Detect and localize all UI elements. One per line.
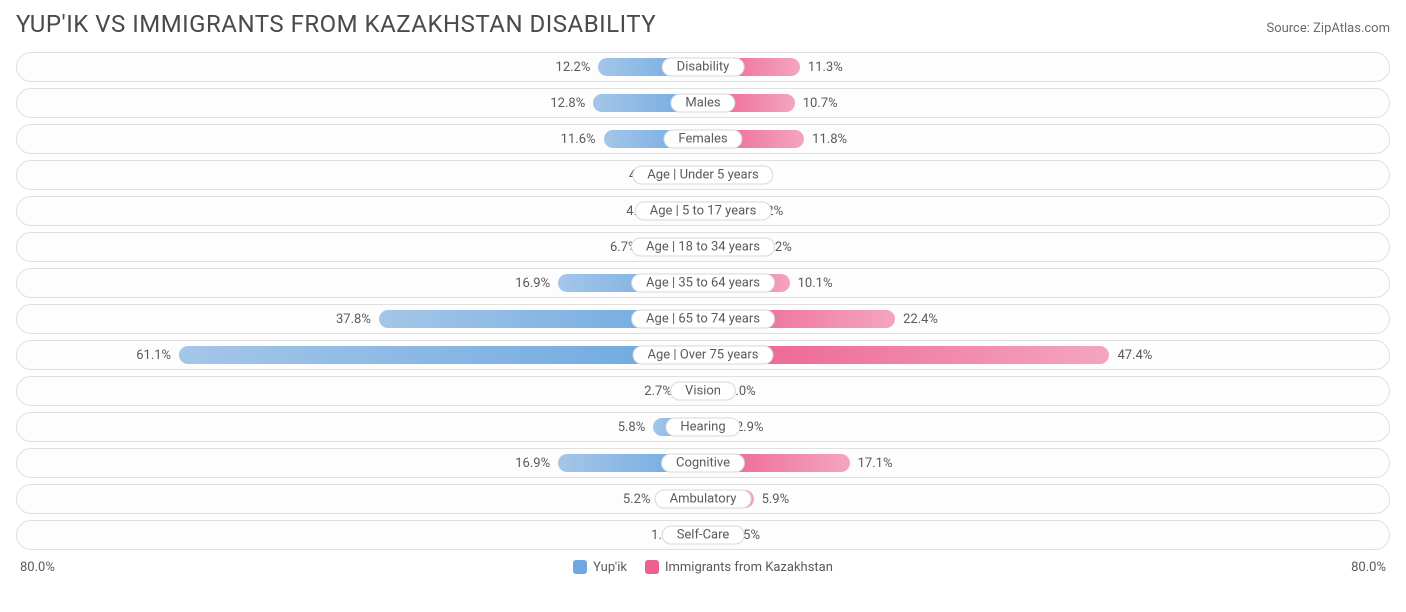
right-value-label: 47.4% (1109, 348, 1160, 363)
row-left-half: 6.7% (17, 233, 703, 261)
row-right-half: 2.5% (703, 521, 1389, 549)
category-label: Age | Under 5 years (632, 166, 773, 185)
row-right-half: 5.2% (703, 197, 1389, 225)
row-left-half: 1.9% (17, 521, 703, 549)
right-value-label: 17.1% (850, 456, 901, 471)
row-left-half: 16.9% (17, 449, 703, 477)
legend-swatch-right (645, 560, 659, 574)
right-value-label: 11.3% (800, 60, 851, 75)
left-value-label: 5.8% (610, 420, 654, 435)
left-value-label: 37.8% (328, 312, 379, 327)
chart-row: 16.9% 10.1% Age | 35 to 64 years (16, 268, 1390, 298)
left-value-label: 16.9% (507, 276, 558, 291)
chart-row: 6.7%6.2%Age | 18 to 34 years (16, 232, 1390, 262)
category-label: Ambulatory (655, 490, 752, 509)
chart-row: 61.1% 47.4% Age | Over 75 years (16, 340, 1390, 370)
left-value-label: 61.1% (128, 348, 179, 363)
row-right-half: 22.4% (703, 305, 1389, 333)
row-left-half: 4.8% (17, 197, 703, 225)
row-left-half: 5.8% (17, 413, 703, 441)
chart-container: YUP'IK VS IMMIGRANTS FROM KAZAKHSTAN DIS… (0, 0, 1406, 594)
axis-max-left: 80.0% (20, 560, 55, 575)
category-label: Males (670, 94, 735, 113)
row-right-half: 5.9% (703, 485, 1389, 513)
left-value-label: 5.2% (615, 492, 659, 507)
left-value-label: 12.2% (548, 60, 599, 75)
row-right-half: 1.1% (703, 161, 1389, 189)
legend-item-left: Yup'ik (573, 560, 627, 575)
left-value-label: 16.9% (507, 456, 558, 471)
right-value-label: 22.4% (895, 312, 946, 327)
chart-row: 16.9% 17.1% Cognitive (16, 448, 1390, 478)
row-left-half: 5.2% (17, 485, 703, 513)
row-left-half: 12.2% (17, 53, 703, 81)
row-left-half: 61.1% (17, 341, 703, 369)
category-label: Age | 65 to 74 years (631, 310, 775, 329)
chart-row: 1.9%2.5%Self-Care (16, 520, 1390, 550)
chart-row: 4.8%5.2%Age | 5 to 17 years (16, 196, 1390, 226)
legend-label-left: Yup'ik (593, 560, 627, 575)
chart-row: 12.8% 10.7% Males (16, 88, 1390, 118)
source-label: Source: ZipAtlas.com (1266, 21, 1390, 36)
category-label: Self-Care (662, 526, 745, 545)
row-left-half: 2.7% (17, 377, 703, 405)
category-label: Age | Over 75 years (633, 346, 774, 365)
chart-title: YUP'IK VS IMMIGRANTS FROM KAZAKHSTAN DIS… (16, 10, 656, 38)
left-bar (179, 346, 703, 364)
row-right-half: 47.4% (703, 341, 1389, 369)
chart-row: 11.6% 11.8% Females (16, 124, 1390, 154)
row-left-half: 37.8% (17, 305, 703, 333)
chart-row: 5.8% 2.9%Hearing (16, 412, 1390, 442)
category-label: Cognitive (661, 454, 745, 473)
chart-rows: 12.2% 11.3% Disability 12.8% 10.7% Males 11.6%… (16, 52, 1390, 550)
row-right-half: 6.2% (703, 233, 1389, 261)
category-label: Age | 18 to 34 years (631, 238, 775, 257)
row-left-half: 11.6% (17, 125, 703, 153)
row-left-half: 4.5% (17, 161, 703, 189)
row-right-half: 2.9% (703, 413, 1389, 441)
legend-swatch-left (573, 560, 587, 574)
category-label: Disability (662, 58, 745, 77)
category-label: Hearing (665, 418, 740, 437)
row-left-half: 12.8% (17, 89, 703, 117)
row-right-half: 2.0% (703, 377, 1389, 405)
row-right-half: 11.8% (703, 125, 1389, 153)
row-right-half: 10.7% (703, 89, 1389, 117)
category-label: Females (663, 130, 742, 149)
chart-footer: 80.0% Yup'ik Immigrants from Kazakhstan … (16, 556, 1390, 578)
row-right-half: 10.1% (703, 269, 1389, 297)
header: YUP'IK VS IMMIGRANTS FROM KAZAKHSTAN DIS… (16, 10, 1390, 38)
right-value-label: 10.7% (795, 96, 846, 111)
category-label: Vision (670, 382, 736, 401)
right-value-label: 11.8% (804, 132, 855, 147)
axis-max-right: 80.0% (1351, 560, 1386, 575)
right-value-label: 10.1% (790, 276, 841, 291)
legend: Yup'ik Immigrants from Kazakhstan (573, 560, 833, 575)
category-label: Age | 5 to 17 years (635, 202, 772, 221)
right-value-label: 5.9% (754, 492, 798, 507)
left-value-label: 11.6% (553, 132, 604, 147)
chart-row: 37.8% 22.4% Age | 65 to 74 years (16, 304, 1390, 334)
row-right-half: 17.1% (703, 449, 1389, 477)
chart-row: 12.2% 11.3% Disability (16, 52, 1390, 82)
left-value-label: 12.8% (542, 96, 593, 111)
legend-label-right: Immigrants from Kazakhstan (665, 560, 833, 575)
chart-row: 2.7%2.0%Vision (16, 376, 1390, 406)
chart-row: 4.5%1.1%Age | Under 5 years (16, 160, 1390, 190)
row-left-half: 16.9% (17, 269, 703, 297)
chart-row: 5.2% 5.9%Ambulatory (16, 484, 1390, 514)
legend-item-right: Immigrants from Kazakhstan (645, 560, 833, 575)
row-right-half: 11.3% (703, 53, 1389, 81)
category-label: Age | 35 to 64 years (631, 274, 775, 293)
